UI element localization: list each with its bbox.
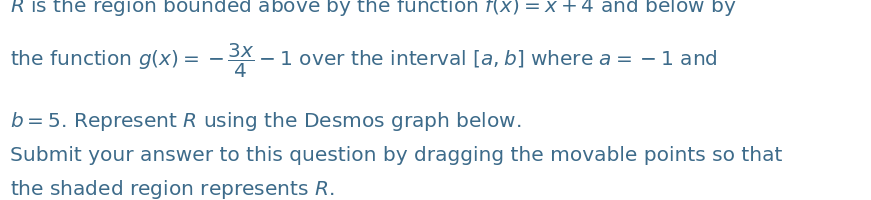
Text: $b = 5$. Represent $\mathit{R}$ using the Desmos graph below.: $b = 5$. Represent $\mathit{R}$ using th… (10, 109, 522, 132)
Text: the shaded region represents $\mathit{R}$.: the shaded region represents $\mathit{R}… (10, 177, 335, 200)
Text: $\mathit{R}$ is the region bounded above by the function $f(x) = x + 4$ and belo: $\mathit{R}$ is the region bounded above… (10, 0, 737, 18)
Text: Submit your answer to this question by dragging the movable points so that: Submit your answer to this question by d… (10, 145, 783, 164)
Text: the function $g(x) = -\dfrac{3x}{4} - 1$ over the interval $[a, b]$ where $a = -: the function $g(x) = -\dfrac{3x}{4} - 1$… (10, 42, 719, 80)
